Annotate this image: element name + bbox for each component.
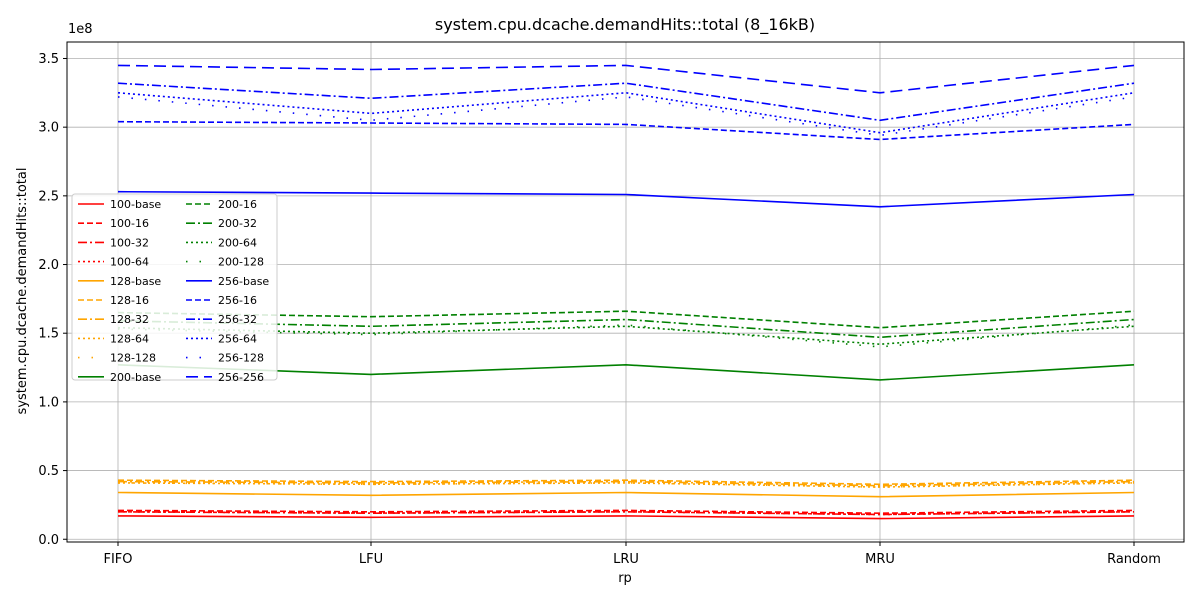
series-line-200-base bbox=[117, 363, 1135, 381]
legend-label: 100-64 bbox=[110, 256, 149, 269]
legend-label: 256-16 bbox=[218, 294, 257, 307]
legend-label: 200-64 bbox=[218, 236, 257, 249]
series-line-100-16 bbox=[117, 509, 1135, 515]
tick-layer: FIFO LFU LRU MRU Random 0.0 0.5 1.0 1.5 2.0 2.5 3.0… bbox=[38, 52, 1161, 567]
legend-label: 100-base bbox=[110, 198, 161, 211]
legend-label: 200-128 bbox=[218, 256, 264, 269]
x-tick-label: FIFO bbox=[103, 552, 132, 567]
x-axis-label: rp bbox=[618, 571, 632, 586]
legend-label: 256-base bbox=[218, 275, 269, 288]
series-line-256-base bbox=[117, 190, 1135, 208]
y-tick-label: 2.0 bbox=[38, 258, 59, 273]
y-tick-label: 3.0 bbox=[38, 121, 59, 136]
series-line-128-16 bbox=[117, 479, 1135, 486]
legend-label: 128-32 bbox=[110, 313, 149, 326]
y-tick-label: 1.0 bbox=[38, 395, 59, 410]
legend-label: 256-32 bbox=[218, 313, 257, 326]
series-line-256-256 bbox=[117, 64, 1135, 94]
legend-box bbox=[71, 193, 278, 381]
legend-label: 100-32 bbox=[110, 236, 149, 249]
y-tick-label: 0.0 bbox=[38, 533, 59, 548]
chart-title: system.cpu.dcache.demandHits::total (8_1… bbox=[435, 15, 815, 35]
legend-label: 256-128 bbox=[218, 352, 264, 365]
series-line-128-32 bbox=[117, 480, 1135, 487]
x-tick-label: LFU bbox=[359, 552, 383, 567]
x-tick-label: Random bbox=[1107, 552, 1161, 567]
series-layer bbox=[117, 64, 1135, 520]
legend-label: 128-64 bbox=[110, 332, 149, 345]
y-tick-label: 3.5 bbox=[38, 52, 59, 67]
legend-label: 256-256 bbox=[218, 371, 264, 384]
x-tick-label: LRU bbox=[613, 552, 639, 567]
legend-label: 256-64 bbox=[218, 332, 257, 345]
y-tick-label: 1.5 bbox=[38, 327, 59, 342]
series-line-100-64 bbox=[117, 510, 1135, 516]
legend-label: 200-16 bbox=[218, 198, 257, 211]
y-tick-label: 2.5 bbox=[38, 189, 59, 204]
legend: 100-base 100-16 100-32 100-64 128-base 128-16… bbox=[71, 193, 278, 384]
series-line-128-64 bbox=[117, 482, 1135, 488]
series-line-256-16 bbox=[117, 120, 1135, 141]
y-scale-label: 1e8 bbox=[68, 22, 93, 37]
legend-label: 128-128 bbox=[110, 352, 156, 365]
legend-label: 128-base bbox=[110, 275, 161, 288]
legend-label: 100-16 bbox=[110, 217, 149, 230]
series-line-256-32 bbox=[117, 82, 1135, 122]
series-line-200-16 bbox=[117, 310, 1135, 329]
series-line-100-base bbox=[117, 515, 1135, 520]
y-tick-label: 0.5 bbox=[38, 464, 59, 479]
legend-label: 200-32 bbox=[218, 217, 257, 230]
legend-label: 200-base bbox=[110, 371, 161, 384]
x-tick-label: MRU bbox=[865, 552, 895, 567]
legend-label: 128-16 bbox=[110, 294, 149, 307]
y-axis-label: system.cpu.dcache.demandHits::total bbox=[15, 168, 30, 415]
series-line-128-base bbox=[117, 491, 1135, 498]
